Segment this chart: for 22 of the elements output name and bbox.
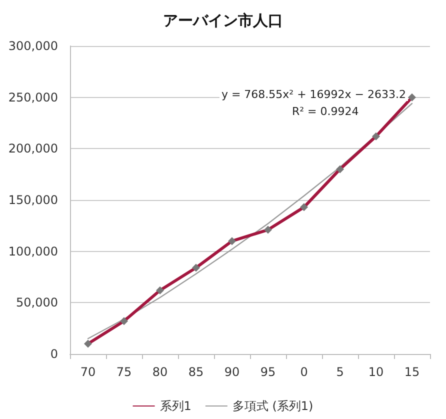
x-tick-label: 75 — [116, 365, 132, 379]
x-tick-label: 15 — [404, 365, 420, 379]
annotation: y = 768.55x² + 16992x − 2633.2 — [221, 88, 406, 101]
x-tick-label: 95 — [260, 365, 276, 379]
legend-label: 多項式 (系列1) — [232, 399, 314, 413]
x-tick-label: 85 — [188, 365, 204, 379]
x-tick-label: 0 — [300, 365, 308, 379]
y-tick-label: 100,000 — [8, 244, 58, 258]
x-tick-label: 90 — [224, 365, 240, 379]
x-tick-label: 10 — [368, 365, 384, 379]
legend-label: 系列1 — [160, 399, 192, 413]
y-tick-label: 50,000 — [16, 296, 58, 310]
y-tick-label: 300,000 — [8, 39, 58, 53]
y-tick-label: 0 — [50, 347, 58, 361]
y-tick-label: 250,000 — [8, 90, 58, 104]
x-tick-label: 80 — [152, 365, 168, 379]
x-tick-label: 70 — [80, 365, 96, 379]
y-tick-label: 150,000 — [8, 193, 58, 207]
y-tick-label: 200,000 — [8, 142, 58, 156]
chart-title: アーバイン市人口 — [163, 12, 283, 30]
x-tick-label: 5 — [336, 365, 344, 379]
annotation: R² = 0.9924 — [292, 105, 359, 118]
